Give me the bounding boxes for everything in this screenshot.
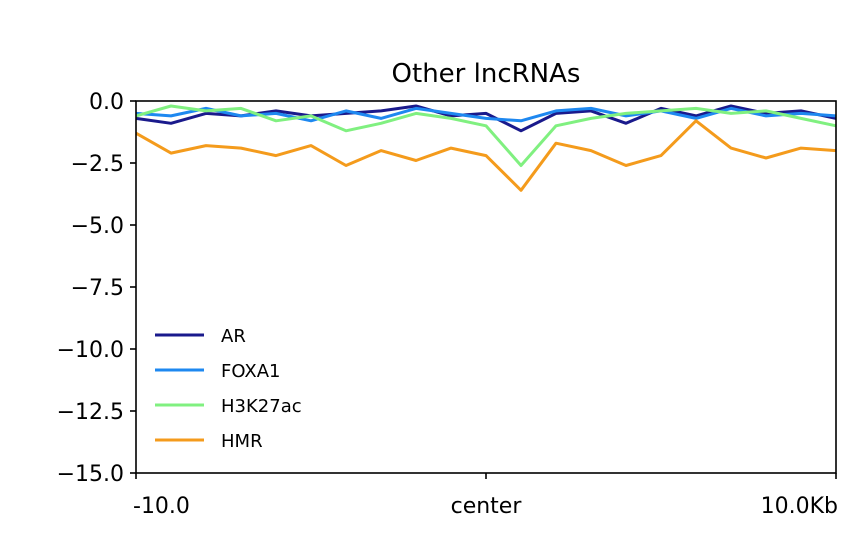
plot-lines <box>135 104 837 192</box>
x-tick-label: 10.0Kb <box>761 494 838 519</box>
legend-label-hmr: HMR <box>221 431 263 452</box>
x-axis: -10.0 center 10.0Kb <box>133 473 838 519</box>
series-line-h3k27ac <box>135 104 837 167</box>
y-tick-label: −15.0 <box>57 462 124 487</box>
y-tick-label: 0.0 <box>89 90 124 115</box>
legend-label-h3k27ac: H3K27ac <box>221 396 302 417</box>
y-tick-label: −5.0 <box>71 214 124 239</box>
y-tick-label: −10.0 <box>57 338 124 363</box>
chart-title: Other lncRNAs <box>392 59 581 89</box>
x-tick-label: -10.0 <box>133 494 190 519</box>
y-tick-label: −7.5 <box>71 276 124 301</box>
x-tick-label: center <box>451 494 523 519</box>
legend: AR FOXA1 H3K27ac HMR <box>155 326 302 452</box>
legend-label-foxa1: FOXA1 <box>221 361 280 382</box>
y-tick-label: −12.5 <box>57 400 124 425</box>
y-axis: 0.0 −2.5 −5.0 −7.5 −10.0 −12.5 −15.0 <box>57 90 136 487</box>
series-line-hmr <box>135 119 837 192</box>
y-tick-label: −2.5 <box>71 152 124 177</box>
legend-label-ar: AR <box>221 326 246 347</box>
